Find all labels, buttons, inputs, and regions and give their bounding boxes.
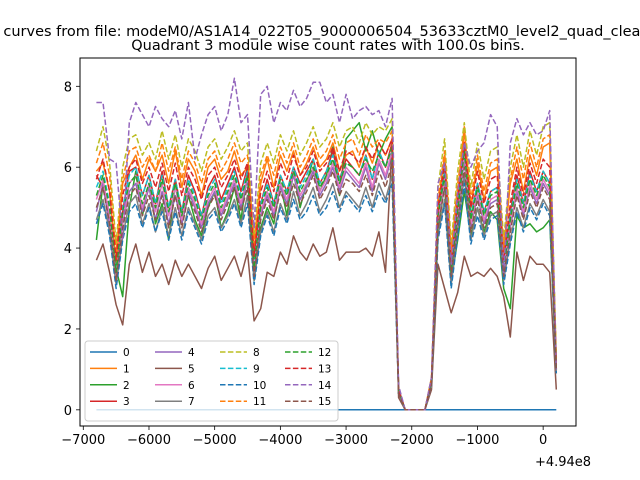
legend-label-14: 14: [318, 380, 332, 392]
series-line-1: [95, 125, 558, 411]
series-line-15: [95, 162, 558, 411]
x-tick-label: −1000: [455, 433, 499, 448]
series-line-14: [96, 77, 558, 411]
legend-label-13: 13: [318, 363, 331, 375]
series-line-5: [95, 142, 558, 411]
legend-label-1: 1: [123, 363, 130, 375]
chart-suptitle: Light curves from file: modeM0/AS1A14_02…: [0, 24, 640, 40]
y-tick-label: 6: [64, 161, 72, 176]
legend-label-2: 2: [123, 380, 130, 392]
x-tick-label: −6000: [127, 433, 171, 448]
legend-label-0: 0: [123, 347, 130, 359]
series-line-9: [95, 146, 558, 411]
legend-label-7: 7: [188, 396, 195, 408]
x-axis: −7000 −6000 −5000 −4000 −3000 −2000 −1000 0: [61, 426, 547, 448]
legend-label-5: 5: [188, 363, 195, 375]
legend-box: [84, 340, 339, 422]
x-tick-label: −7000: [61, 433, 105, 448]
x-offset-text: +4.94e8: [535, 455, 591, 470]
y-tick-label: 2: [64, 323, 72, 338]
legend-label-9: 9: [253, 363, 260, 375]
series-line-7: [95, 174, 558, 411]
series-line-12: [95, 146, 558, 411]
y-tick-label: 0: [64, 404, 72, 419]
y-tick-label: 8: [64, 80, 72, 95]
y-axis: 0 2 4 6 8: [64, 80, 80, 419]
x-tick-label: 0: [539, 433, 547, 448]
series-line-6: [95, 150, 558, 411]
legend-label-15: 15: [318, 396, 331, 408]
legend-label-4: 4: [188, 347, 195, 359]
chart-title: Quadrant 3 module wise count rates with …: [131, 38, 525, 54]
series-line-8: [95, 117, 558, 411]
legend-label-11: 11: [253, 396, 266, 408]
x-tick-label: −5000: [193, 433, 237, 448]
series-line-10: [95, 182, 558, 411]
legend-label-10: 10: [253, 380, 266, 392]
y-tick-label: 4: [64, 242, 72, 257]
legend-label-6: 6: [188, 380, 195, 392]
x-tick-label: −2000: [390, 433, 434, 448]
series-line-13: [95, 138, 558, 411]
legend-label-3: 3: [123, 396, 130, 408]
legend-label-12: 12: [318, 347, 331, 359]
x-tick-label: −3000: [324, 433, 368, 448]
legend-label-8: 8: [253, 347, 260, 359]
axes-frame: [79, 57, 577, 427]
x-tick-label: −4000: [258, 433, 302, 448]
series-line-11: [95, 130, 558, 411]
